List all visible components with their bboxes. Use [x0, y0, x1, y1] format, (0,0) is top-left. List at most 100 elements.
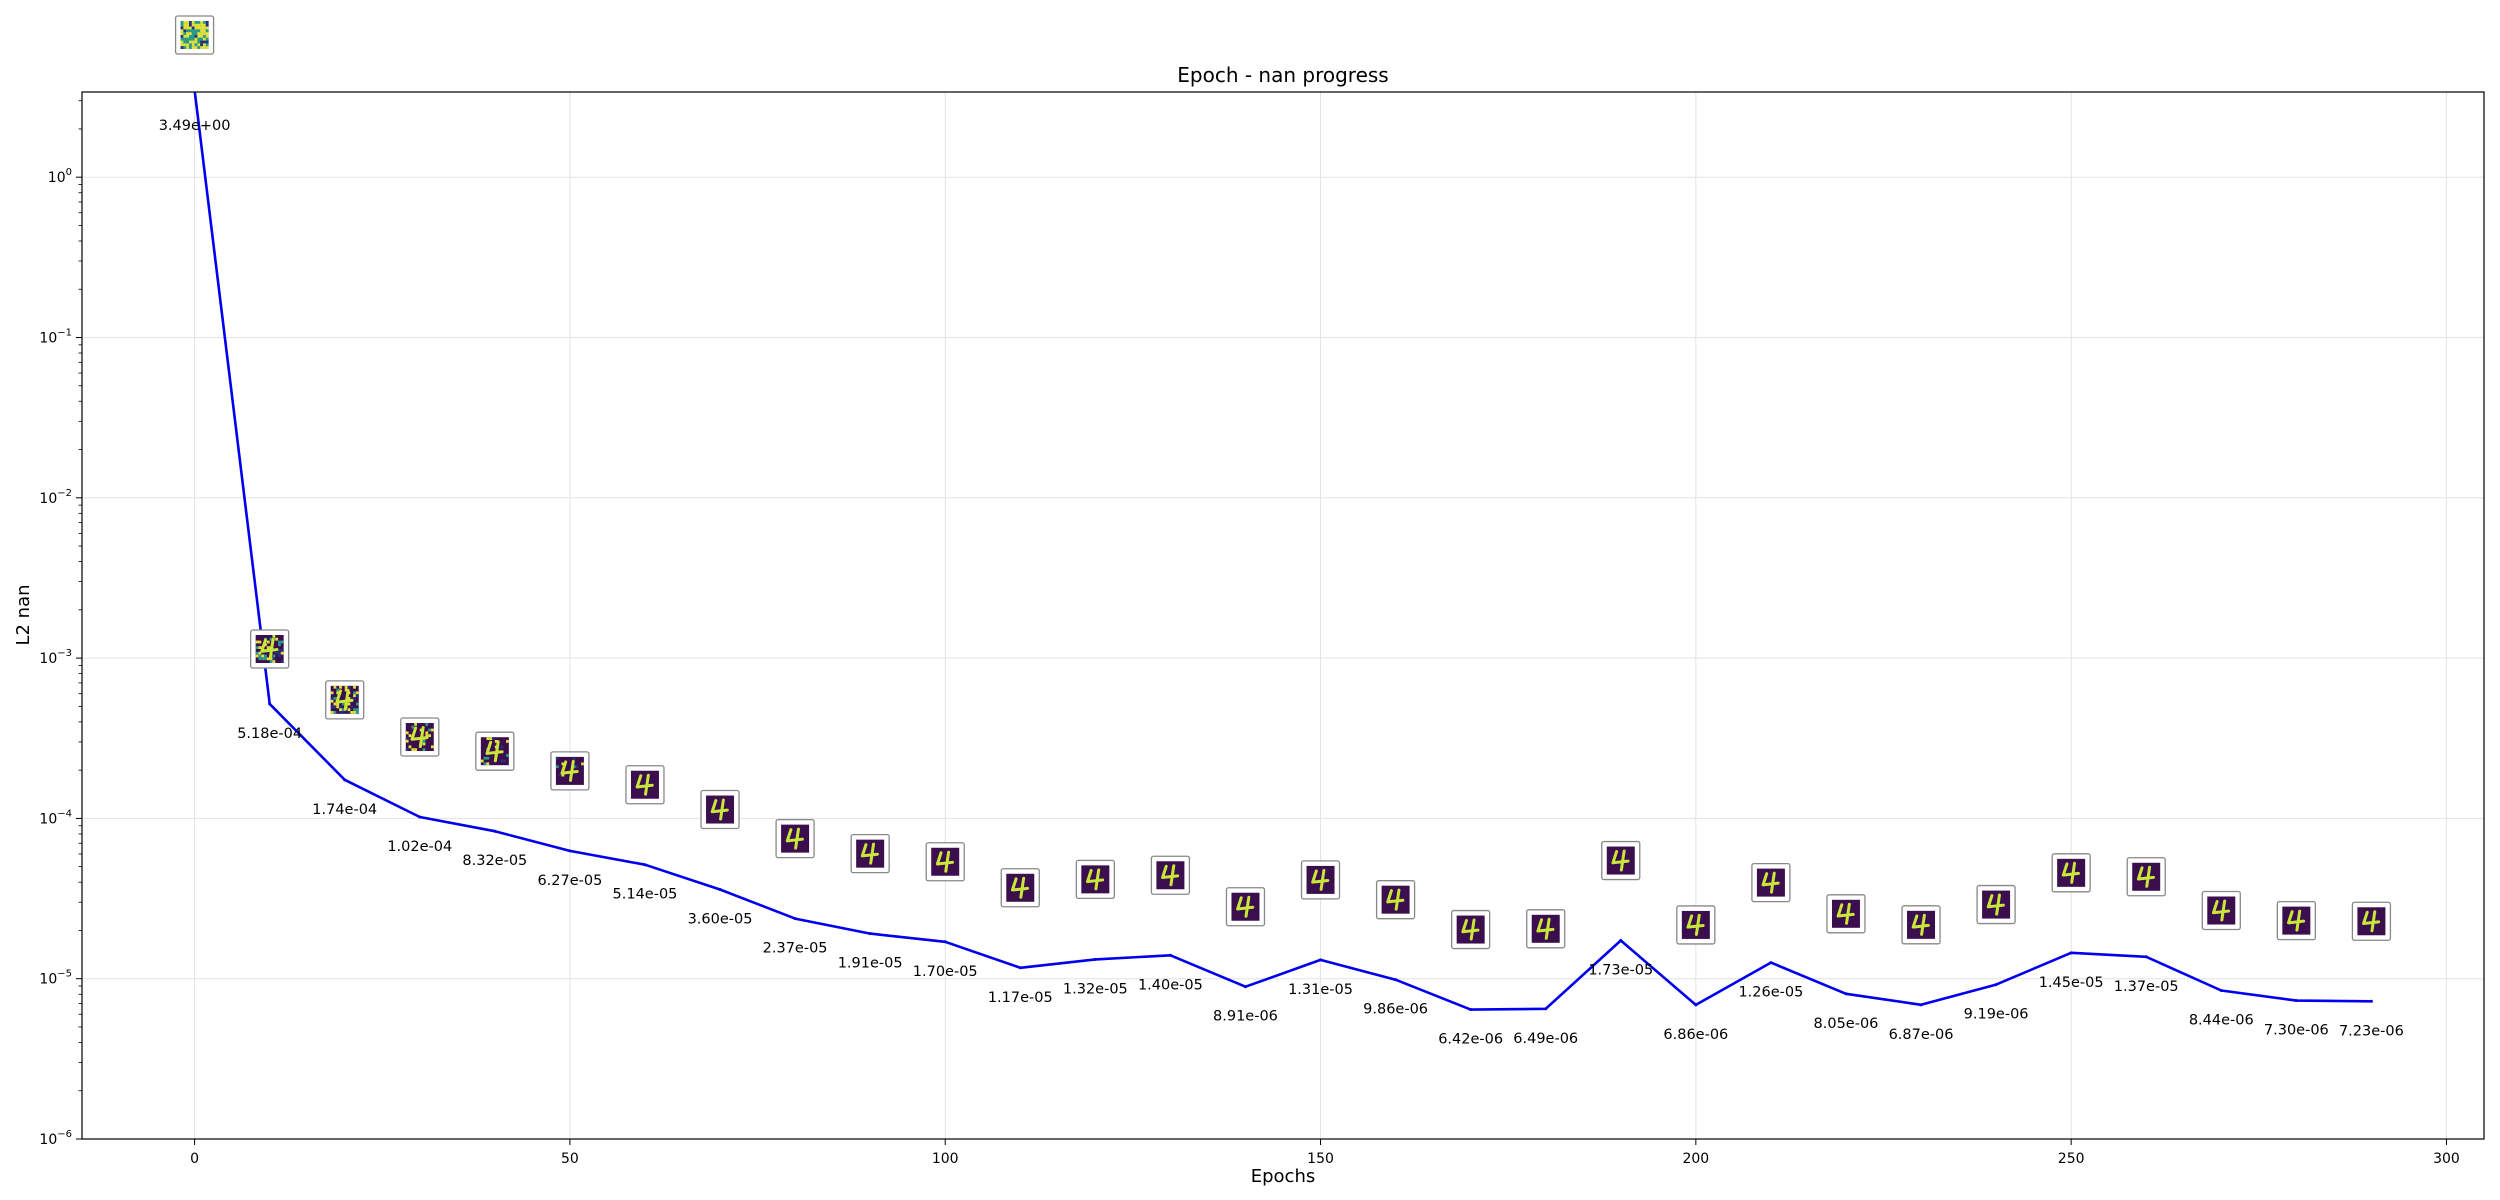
- data-point: [1093, 957, 1097, 961]
- digit-four-sample-icon: [1000, 868, 1040, 908]
- digit-four-sample-icon: [2126, 857, 2166, 897]
- y-tick-label: 10−4: [39, 808, 72, 827]
- y-tick-base: 10: [39, 972, 57, 988]
- y-tick-label: 10−6: [39, 1129, 72, 1148]
- y-tick-base: 10: [39, 1132, 57, 1148]
- data-point: [2069, 951, 2073, 955]
- y-tick-exponent: −3: [57, 648, 72, 659]
- digit-four-sample-icon: [400, 717, 440, 757]
- digit-four-sample-icon: [1526, 909, 1566, 949]
- data-label: 1.31e-05: [1288, 982, 1353, 998]
- y-tick-base: 10: [48, 170, 66, 186]
- digit-four-sample-icon: [700, 789, 740, 830]
- digit-four-sample-icon: [2051, 853, 2091, 893]
- data-point: [1469, 1008, 1473, 1012]
- data-point: [2219, 989, 2223, 993]
- digit-four-sample-icon: [1375, 880, 1416, 920]
- digit-four-sample-icon: [475, 731, 515, 771]
- y-tick-exponent: 0: [66, 167, 72, 178]
- y-tick-base: 10: [39, 330, 57, 346]
- series-line: [193, 92, 2372, 1011]
- data-point: [1243, 985, 1247, 989]
- digit-four-sample-icon: [925, 842, 965, 882]
- x-tick-label: 0: [190, 1151, 199, 1167]
- data-point: [868, 932, 872, 936]
- digit-four-sample-icon: [325, 680, 365, 720]
- data-point: [568, 849, 572, 853]
- x-axis-label: Epochs: [1251, 1166, 1316, 1187]
- x-tick-label: 200: [1682, 1151, 1709, 1167]
- y-tick-label: 10−5: [39, 969, 72, 988]
- data-label: 9.19e-06: [1964, 1007, 2029, 1023]
- x-axis-ticks: 0 50 100 150 200 250 300: [190, 1139, 2460, 1167]
- data-label: 1.73e-05: [1588, 963, 1653, 979]
- y-tick-base: 10: [39, 811, 57, 827]
- data-label: 8.32e-05: [462, 853, 527, 869]
- digit-four-sample-icon: [1976, 884, 2016, 925]
- y-axis-label: L2 nan: [13, 584, 34, 645]
- data-point: [1619, 939, 1623, 943]
- data-label: 3.49e+00: [159, 118, 231, 134]
- data-point: [1394, 978, 1398, 982]
- digit-four-sample-icon: [1451, 909, 1491, 950]
- digit-four-sample-icon: [1225, 887, 1266, 927]
- data-label: 1.32e-05: [1063, 981, 1128, 997]
- digit-four-sample-icon: [1826, 894, 1866, 934]
- digit-four-sample-icon: [1751, 862, 1791, 903]
- data-point: [2144, 955, 2148, 959]
- data-label: 7.30e-06: [2264, 1023, 2329, 1039]
- data-label: 1.74e-04: [312, 802, 377, 818]
- data-label: 9.86e-06: [1363, 1002, 1428, 1018]
- data-label: 6.49e-06: [1513, 1031, 1578, 1047]
- data-label: 6.87e-06: [1889, 1027, 1954, 1043]
- data-label: 5.14e-05: [613, 887, 678, 903]
- data-label: 1.02e-04: [387, 839, 452, 855]
- digit-four-sample-icon: [1901, 905, 1941, 945]
- digit-four-sample-icon: [1676, 905, 1716, 945]
- data-label: 1.26e-05: [1738, 985, 1803, 1001]
- data-label: 1.17e-05: [988, 990, 1053, 1006]
- data-point: [1544, 1007, 1548, 1011]
- y-tick-exponent: −6: [57, 1129, 72, 1140]
- data-label: 6.27e-05: [537, 873, 602, 889]
- y-tick-base: 10: [39, 651, 57, 667]
- data-point: [1319, 958, 1323, 962]
- data-point: [1018, 966, 1022, 970]
- digit-four-sample-icon: [2276, 900, 2316, 941]
- digit-four-sample-icon: [2351, 901, 2392, 941]
- data-label: 2.37e-05: [763, 941, 828, 957]
- data-label: 1.37e-05: [2114, 979, 2179, 995]
- data-point: [268, 702, 272, 706]
- y-tick-label: 10−1: [39, 327, 72, 346]
- plot-frame: [81, 91, 2485, 1140]
- data-label: 1.40e-05: [1138, 977, 1203, 993]
- digit-four-sample-icon: [625, 765, 665, 805]
- data-point: [643, 863, 647, 867]
- data-point: [1769, 961, 1773, 965]
- x-tick-label: 50: [561, 1151, 579, 1167]
- data-point: [2294, 999, 2298, 1003]
- data-label-layer: 3.49e+00 5.18e-04 1.74e-04 1.02e-04 8.32e-05…: [159, 118, 2404, 1048]
- y-tick-exponent: −5: [57, 969, 72, 980]
- digit-four-sample-icon: [1601, 840, 1641, 881]
- digit-four-sample-icon: [1150, 855, 1191, 895]
- digit-four-sample-icon: [550, 751, 590, 791]
- data-point: [2369, 999, 2373, 1003]
- data-label: 8.91e-06: [1213, 1009, 1278, 1025]
- chart-title: Epoch - nan progress: [1177, 63, 1388, 87]
- y-tick-label: 10−3: [39, 648, 72, 667]
- y-tick-exponent: −2: [57, 488, 72, 499]
- data-point: [1919, 1003, 1923, 1007]
- data-point: [718, 888, 722, 892]
- y-tick-base: 10: [39, 491, 57, 507]
- data-point: [793, 917, 797, 921]
- data-label: 6.86e-06: [1663, 1027, 1728, 1043]
- x-tick-label: 100: [932, 1151, 959, 1167]
- x-tick-label: 150: [1307, 1151, 1334, 1167]
- data-label: 8.05e-06: [1814, 1016, 1879, 1032]
- y-tick-label: 100: [48, 167, 72, 186]
